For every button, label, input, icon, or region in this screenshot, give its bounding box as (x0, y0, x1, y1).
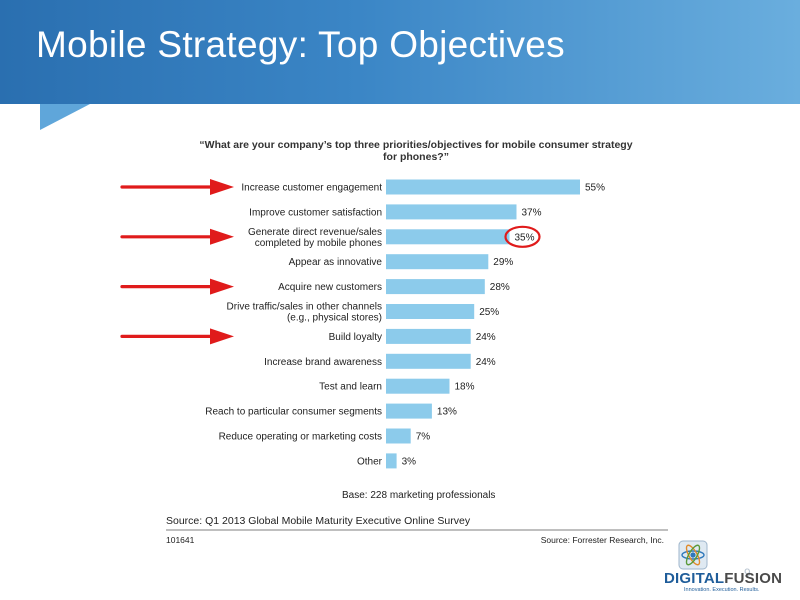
highlight-circle-mark (504, 225, 541, 248)
value-label: 28% (490, 282, 510, 293)
arrow-head (210, 328, 234, 345)
logo-word-2: FUSION (724, 570, 783, 587)
chart-title-line: for phones?” (383, 151, 449, 163)
value-label: 25% (479, 307, 499, 318)
bar (386, 279, 485, 295)
slide-header: Mobile Strategy: Top Objectives (0, 0, 800, 104)
category-label: Acquire new customers (278, 282, 382, 293)
chart-title: “What are your company’s top three prior… (199, 139, 632, 163)
bar (386, 453, 397, 469)
category-label: completed by mobile phones (255, 238, 382, 249)
value-label: 29% (493, 257, 513, 268)
value-label: 24% (476, 357, 496, 368)
value-labels: 55% 37% 35% 29% 28% 25% 24% 24% 18% 13% 7% 3% (402, 183, 606, 468)
value-label: 37% (522, 207, 542, 218)
page-number: 9 (744, 566, 751, 580)
arrow-head (210, 179, 234, 195)
arrow-head (210, 228, 234, 245)
slide-title: Mobile Strategy: Top Objectives (36, 24, 565, 65)
arrow-head (210, 278, 234, 295)
value-label: 55% (585, 183, 605, 194)
category-label: Other (357, 456, 383, 467)
bars (386, 179, 580, 469)
source-left: Source: Q1 2013 Global Mobile Maturity E… (166, 515, 471, 527)
logo-word-1: DIGITAL (664, 570, 725, 587)
category-label: Appear as innovative (289, 257, 383, 268)
bar (386, 428, 411, 444)
source-right: Source: Forrester Research, Inc. (541, 535, 664, 545)
category-label: (e.g., physical stores) (287, 313, 382, 324)
base-note: Base: 228 marketing professionals (342, 490, 495, 501)
bar (386, 353, 471, 369)
value-label: 7% (416, 432, 431, 443)
bar (386, 328, 471, 344)
category-label: Improve customer satisfaction (249, 207, 382, 218)
category-label: Increase brand awareness (264, 357, 382, 368)
category-label: Test and learn (319, 382, 382, 393)
logo-tagline: Innovation. Execution. Results. (684, 587, 760, 593)
highlight-arrows (120, 179, 234, 345)
category-label: Reach to particular consumer segments (205, 407, 382, 418)
category-label: Drive traffic/sales in other channels (227, 302, 382, 313)
category-label: Generate direct revenue/sales (248, 227, 382, 238)
company-logo: DIGITALFUSION Innovation. Execution. Res… (664, 540, 796, 596)
bar (386, 204, 517, 220)
bar (386, 378, 450, 394)
category-labels: Increase customer engagement Improve cust… (205, 183, 382, 468)
value-label: 18% (455, 382, 475, 393)
value-label: 3% (402, 456, 417, 467)
category-label: Build loyalty (329, 332, 382, 343)
value-label: 13% (437, 407, 457, 418)
id-code: 101641 (166, 535, 195, 545)
category-label: Reduce operating or marketing costs (219, 432, 382, 443)
header-tab-decoration (40, 104, 90, 130)
chart-title-line: “What are your company’s top three prior… (199, 139, 632, 151)
highlight-circle (504, 225, 541, 248)
bar (386, 179, 580, 195)
category-label: Increase customer engagement (241, 183, 382, 194)
bar (386, 304, 475, 319)
bar (386, 403, 432, 419)
value-label: 35% (515, 232, 535, 243)
bar (386, 229, 510, 245)
logo-wordmark: DIGITALFUSION (664, 570, 782, 587)
atom-icon (678, 540, 708, 570)
bar (386, 254, 489, 270)
value-label: 24% (476, 332, 496, 343)
